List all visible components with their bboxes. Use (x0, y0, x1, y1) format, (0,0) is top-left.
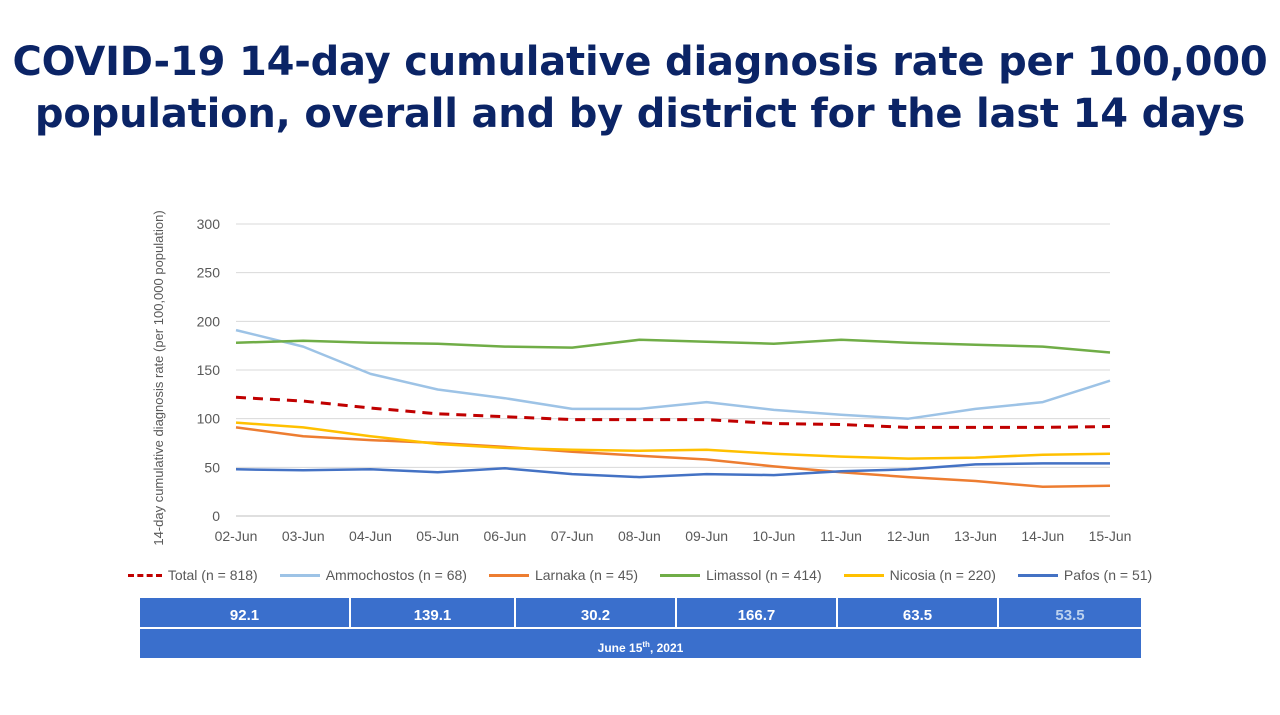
x-tick-label: 08-Jun (618, 528, 661, 544)
summary-date: June 15th, 2021 (140, 629, 1141, 658)
x-tick-label: 07-Jun (551, 528, 594, 544)
y-tick-label: 150 (197, 362, 221, 378)
legend-swatch (843, 573, 884, 577)
summary-value-cell: 53.5 (1055, 607, 1085, 624)
x-tick-label: 13-Jun (954, 528, 997, 544)
legend-label: Total (n = 818) (167, 567, 258, 583)
x-tick-label: 11-Jun (820, 528, 862, 544)
summary-values-row: 92.1 139.1 30.2 166.7 63.5 53.5 (140, 598, 1141, 627)
summary-value-cell: 92.1 (140, 598, 351, 627)
summary-date-main: June 15 (597, 641, 643, 655)
legend-item: Larnaka (n = 45) (488, 567, 639, 583)
x-tick-label: 15-Jun (1089, 528, 1132, 544)
legend-item: Pafos (n = 51) (1017, 567, 1153, 583)
legend-item: Total (n = 818) (127, 567, 258, 583)
y-tick-label: 300 (197, 216, 221, 232)
summary-value-cell: 166.7 (677, 598, 838, 627)
x-tick-label: 09-Jun (685, 528, 728, 544)
legend-label: Larnaka (n = 45) (534, 567, 639, 583)
series-line (235, 338, 1111, 354)
x-tick-label: 03-Jun (282, 528, 325, 544)
legend-swatch (127, 573, 162, 577)
legend-swatch (488, 573, 529, 577)
page-title: COVID-19 14-day cumulative diagnosis rat… (12, 39, 1268, 137)
legend-label: Pafos (n = 51) (1063, 567, 1153, 583)
legend-swatch (1017, 573, 1058, 577)
y-tick-label: 50 (204, 459, 220, 475)
legend-item: Nicosia (n = 220) (843, 567, 996, 583)
x-tick-label: 04-Jun (349, 528, 392, 544)
legend-swatch (660, 573, 701, 577)
x-tick-label: 10-Jun (752, 528, 795, 544)
series-line (235, 395, 1111, 429)
summary-date-year: , 2021 (649, 641, 684, 655)
x-tick-label: 14-Jun (1021, 528, 1064, 544)
chart-legend: Total (n = 818) Ammochostos (n = 68) Larna… (127, 565, 1152, 585)
series-line (235, 421, 1111, 460)
series-line (235, 426, 1111, 489)
y-axis-ticks: 0 50 100 150 200 250 300 (197, 216, 221, 524)
chart-series (235, 328, 1111, 489)
series-line (235, 462, 1110, 479)
x-axis-ticks: 02-Jun 03-Jun 04-Jun 05-Jun 06-Jun 07-Jun 08-J… (215, 528, 1132, 544)
summary-value-cell: 30.2 (516, 598, 677, 627)
x-tick-label: 02-Jun (215, 528, 258, 544)
summary-date-suffix: th (642, 640, 650, 649)
series-line (235, 328, 1111, 420)
x-tick-label: 12-Jun (887, 528, 930, 544)
x-tick-label: 05-Jun (416, 528, 459, 544)
x-tick-label: 06-Jun (484, 528, 527, 544)
legend-swatch (279, 573, 320, 577)
y-tick-label: 200 (197, 313, 221, 329)
legend-item: Limassol (n = 414) (660, 567, 822, 583)
summary-value-cell: 139.1 (351, 598, 516, 627)
y-tick-label: 250 (197, 265, 221, 281)
line-chart: 0 50 100 150 200 250 300 02-Jun 03-Jun 04-Jun 05-… (151, 210, 1132, 545)
chart-grid (236, 223, 1110, 517)
y-tick-label: 100 (197, 411, 221, 427)
y-tick-label: 0 (212, 508, 220, 524)
y-axis-label: 14-day cumulative diagnosis rate (per 10… (151, 210, 166, 545)
legend-label: Ammochostos (n = 68) (325, 567, 467, 583)
summary-value-cell: 63.5 (838, 598, 999, 627)
legend-label: Nicosia (n = 220) (889, 567, 996, 583)
legend-item: Ammochostos (n = 68) (279, 567, 467, 583)
legend-label: Limassol (n = 414) (706, 567, 822, 583)
